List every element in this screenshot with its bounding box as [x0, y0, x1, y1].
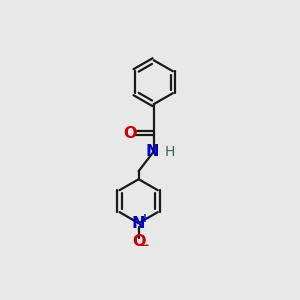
Text: N: N [132, 216, 146, 231]
Text: −: − [140, 239, 149, 252]
Text: +: + [140, 212, 150, 226]
Text: H: H [165, 145, 175, 158]
Text: N: N [146, 144, 159, 159]
Text: O: O [124, 125, 137, 140]
Text: O: O [132, 234, 146, 249]
